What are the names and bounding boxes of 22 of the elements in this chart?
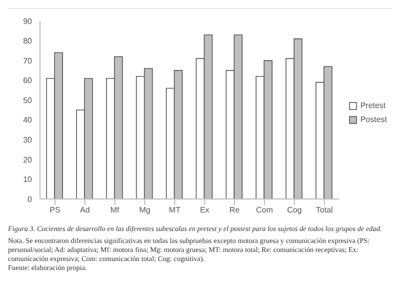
y-tick-label: 20	[23, 155, 33, 164]
x-tick-label: Mg	[139, 206, 150, 215]
x-tick-label: Re	[229, 206, 240, 215]
x-tick-label: Ad	[80, 206, 90, 215]
y-tick-label: 60	[23, 76, 33, 86]
x-tick-label: MT	[168, 206, 181, 215]
x-tick-label: Mf	[110, 206, 120, 215]
legend-label: Postest	[360, 115, 387, 124]
y-tick-label: 50	[23, 96, 33, 105]
legend-label: Pretest	[360, 101, 386, 110]
x-tick-label: Ex	[200, 206, 210, 215]
y-tick-label: 30	[23, 136, 33, 145]
y-tick-label: 80	[23, 36, 33, 46]
x-tick-label: Com	[256, 206, 274, 215]
y-tick-label: 70	[23, 56, 33, 66]
y-tick-label: 10	[23, 175, 33, 184]
x-tick-label: PS	[50, 206, 60, 215]
x-tick-label: Total	[316, 206, 334, 215]
x-tick-label: Cog	[287, 206, 302, 215]
y-tick-label: 40	[23, 116, 33, 125]
y-tick-label: 0	[28, 194, 33, 204]
y-tick-label: 90	[23, 16, 33, 26]
